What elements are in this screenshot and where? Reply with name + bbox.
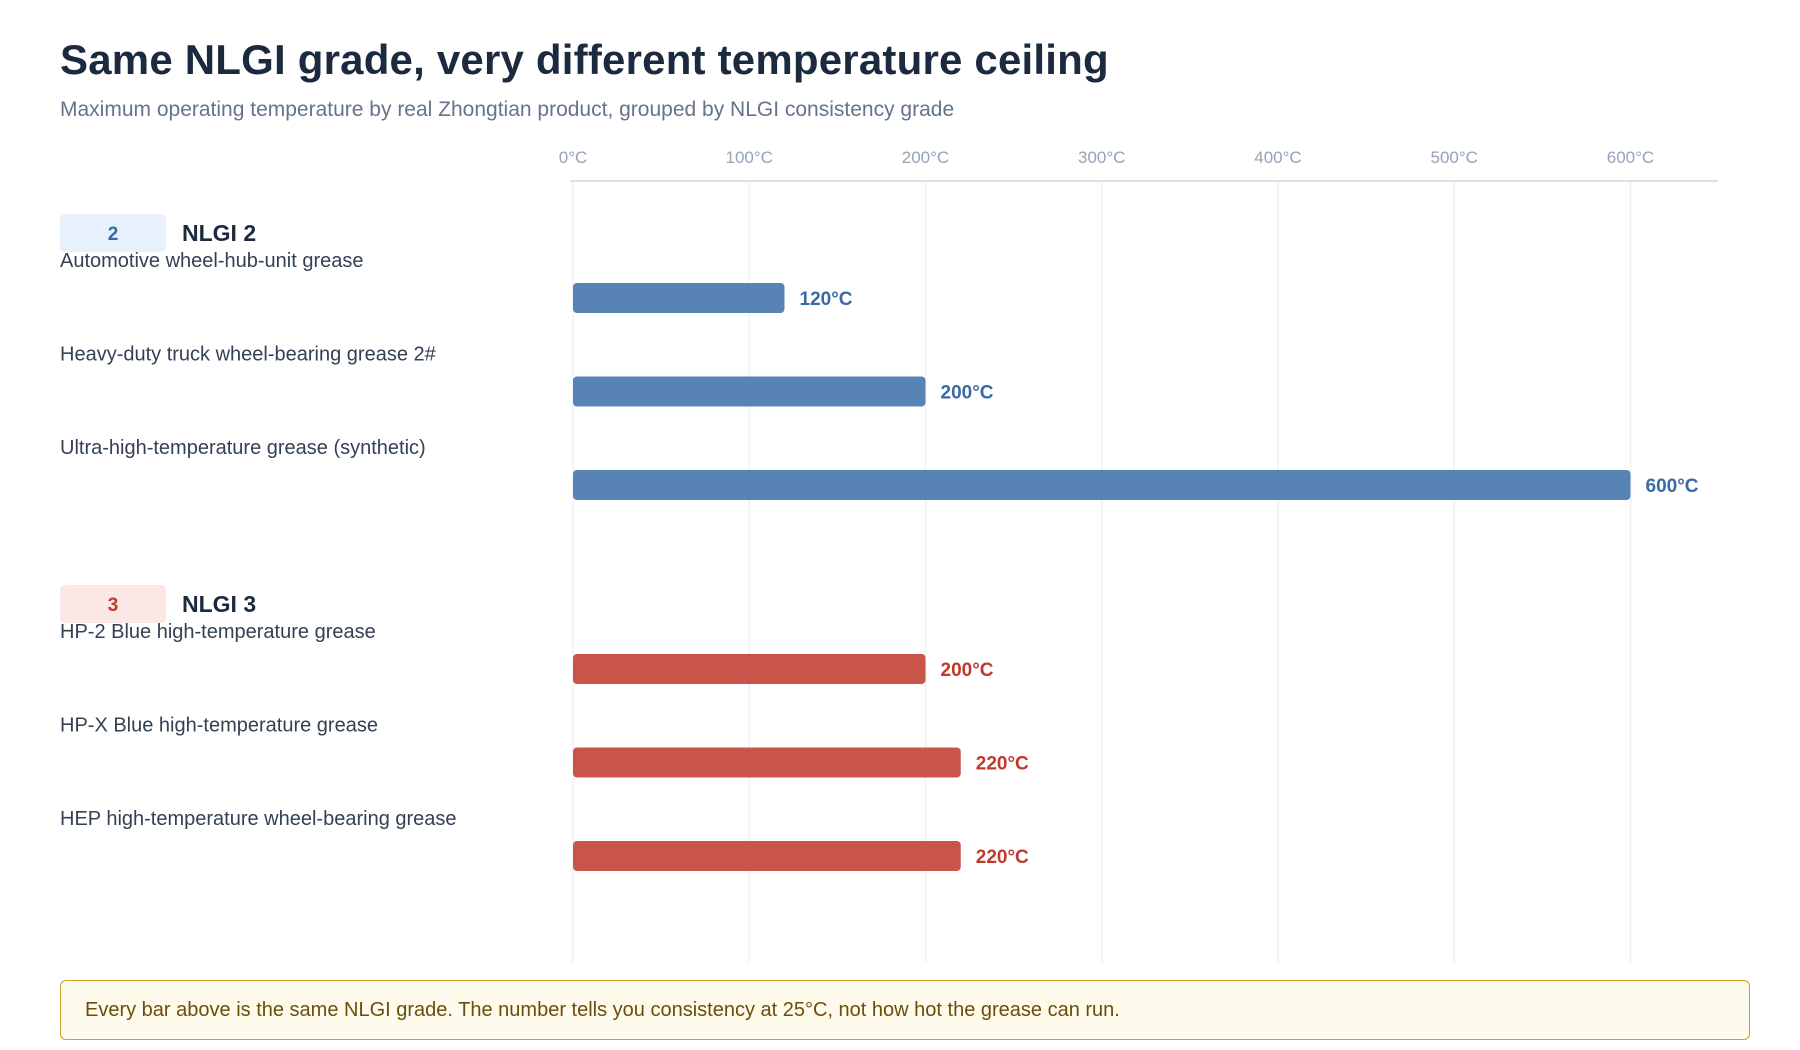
temperature-bar	[573, 470, 1631, 500]
x-tick-label: 300°C	[1078, 148, 1125, 167]
chart-subtitle: Maximum operating temperature by real Zh…	[60, 98, 955, 121]
product-label: HP-2 Blue high-temperature grease	[60, 621, 376, 643]
temperature-bar	[573, 841, 961, 871]
group-badge	[60, 585, 166, 623]
callout-note: Every bar above is the same NLGI grade. …	[60, 980, 1750, 1040]
bar-value-label: 600°C	[1646, 476, 1699, 497]
group-title: NLGI 3	[182, 591, 256, 617]
product-label: HEP high-temperature wheel-bearing greas…	[60, 808, 457, 830]
x-tick-label: 500°C	[1431, 148, 1478, 167]
product-label: Heavy-duty truck wheel-bearing grease 2#	[60, 344, 437, 366]
callout-note-text: Every bar above is the same NLGI grade. …	[85, 998, 1120, 1021]
bar-value-label: 200°C	[941, 383, 994, 404]
group-badge-number: 3	[108, 595, 119, 616]
x-tick-label: 100°C	[726, 148, 773, 167]
bar-value-label: 220°C	[976, 847, 1029, 868]
bar-value-label: 220°C	[976, 754, 1029, 775]
product-label: Automotive wheel-hub-unit grease	[60, 250, 364, 272]
bar-value-label: 200°C	[941, 660, 994, 681]
chart-title: Same NLGI grade, very different temperat…	[60, 36, 1109, 83]
x-tick-label: 200°C	[902, 148, 949, 167]
x-tick-label: 400°C	[1254, 148, 1301, 167]
temperature-bar	[573, 283, 785, 313]
temperature-bar-chart: 0°C 100°C 200°C 300°C 400°C 500°C 600°C 2 NLGI 2…	[60, 148, 1718, 963]
group-badge	[60, 214, 166, 252]
product-label: Ultra-high-temperature grease (synthetic…	[60, 437, 426, 459]
temperature-bar	[573, 376, 926, 407]
temperature-bar	[573, 747, 961, 778]
x-tick-label: 0°C	[559, 148, 588, 167]
x-tick-label: 600°C	[1607, 148, 1654, 167]
temperature-bar	[573, 654, 926, 684]
bar-value-label: 120°C	[800, 289, 853, 310]
group-title: NLGI 2	[182, 220, 256, 246]
product-label: HP-X Blue high-temperature grease	[60, 715, 378, 737]
group-badge-number: 2	[108, 224, 119, 245]
